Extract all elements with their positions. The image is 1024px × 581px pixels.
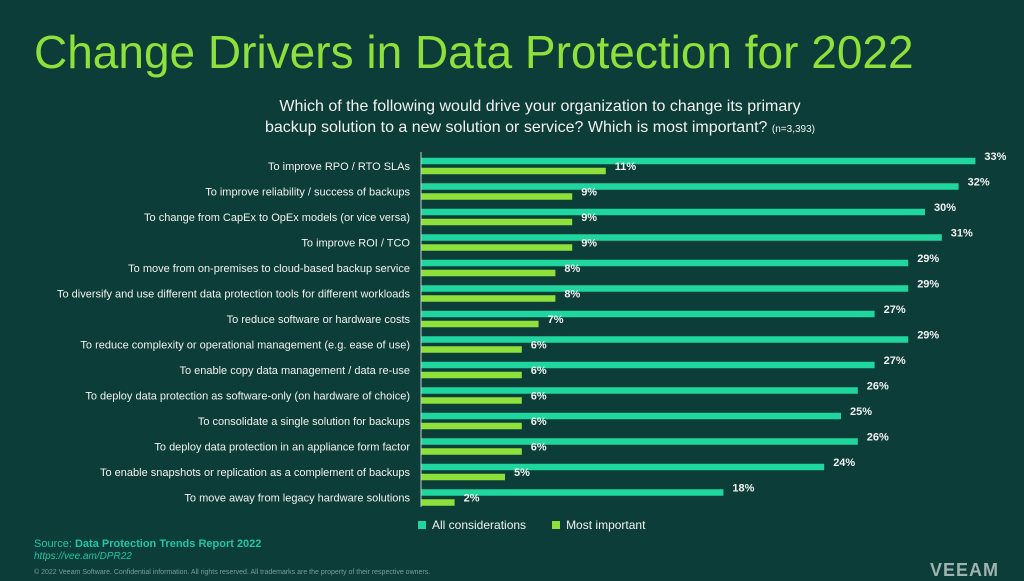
survey-question: Which of the following would drive your …: [230, 96, 850, 140]
data-label-most: 11%: [615, 161, 637, 173]
data-label-all: 33%: [984, 151, 1006, 163]
category-label: To consolidate a single solution for bac…: [198, 416, 411, 428]
legend: All considerations Most important: [418, 518, 645, 532]
bar-all-considerations: [421, 285, 909, 292]
bar-all-considerations: [421, 157, 976, 165]
category-label: To enable snapshots or replication as a …: [100, 467, 411, 479]
legend-swatch-all: [418, 521, 426, 529]
bar-most-important: [421, 371, 522, 379]
category-label: To move from on-premises to cloud-based …: [128, 263, 410, 275]
data-label-all: 25%: [850, 406, 872, 418]
category-label: To diversify and use different data prot…: [57, 289, 411, 301]
data-label-most: 8%: [564, 289, 580, 301]
legend-item-all: All considerations: [418, 518, 526, 532]
data-label-most: 6%: [531, 340, 547, 352]
bar-all-considerations: [421, 259, 909, 267]
data-label-all: 27%: [884, 355, 906, 367]
data-label-most: 6%: [531, 365, 547, 377]
bar-most-important: [421, 320, 539, 328]
bar-all-considerations: [421, 336, 909, 343]
data-label-all: 32%: [968, 177, 990, 189]
source-prefix: Source:: [34, 538, 75, 550]
bar-most-important: [421, 295, 556, 302]
data-label-all: 24%: [833, 457, 855, 469]
bar-most-important: [421, 269, 556, 277]
bar-most-important: [421, 193, 573, 200]
source-name[interactable]: Data Protection Trends Report 2022: [74, 538, 262, 550]
bar-all-considerations: [421, 463, 825, 471]
category-label: To improve ROI / TCO: [301, 238, 410, 250]
bar-all-considerations: [421, 412, 841, 420]
question-line-2: backup solution to a new solution or ser…: [230, 117, 850, 140]
copyright-text: © 2022 Veeam Software. Confidential info…: [34, 569, 431, 576]
bar-all-considerations: [421, 438, 858, 445]
bar-all-considerations: [421, 387, 858, 394]
category-label: To deploy data protection as software-on…: [85, 391, 410, 403]
category-label: To reduce complexity or operational mana…: [80, 340, 410, 352]
data-label-most: 9%: [581, 238, 597, 250]
bar-most-important: [421, 167, 606, 175]
category-label: To enable copy data management / data re…: [179, 365, 410, 377]
veeam-logo: VEEAM: [930, 560, 1000, 580]
data-label-most: 9%: [581, 212, 597, 224]
legend-swatch-most: [552, 521, 561, 529]
data-label-all: 29%: [917, 279, 939, 291]
data-label-most: 6%: [531, 416, 547, 428]
data-label-most: 2%: [464, 493, 480, 505]
category-label: To reduce software or hardware costs: [227, 314, 411, 326]
category-label: To improve RPO / RTO SLAs: [268, 161, 411, 173]
data-label-most: 8%: [564, 263, 580, 275]
bar-most-important: [421, 499, 455, 506]
category-label: To move away from legacy hardware soluti…: [184, 493, 410, 505]
page-title: Change Drivers in Data Protection for 20…: [34, 26, 914, 78]
bars-group: To improve RPO / RTO SLAs 33% 11% To improv…: [57, 151, 1007, 506]
legend-item-most: Most important: [552, 518, 645, 532]
bar-all-considerations: [421, 208, 925, 216]
bar-most-important: [421, 448, 522, 455]
legend-label-most: Most important: [566, 518, 646, 532]
data-label-most: 7%: [548, 314, 564, 326]
bar-most-important: [421, 218, 573, 226]
data-label-all: 27%: [884, 304, 906, 316]
data-label-most: 6%: [531, 442, 547, 454]
category-label: To improve reliability / success of back…: [205, 187, 410, 199]
data-label-all: 26%: [867, 381, 889, 393]
bar-most-important: [421, 346, 522, 353]
bar-all-considerations: [421, 183, 959, 190]
data-label-most: 9%: [581, 187, 597, 199]
question-line-2-text: backup solution to a new solution or ser…: [264, 119, 768, 136]
bar-all-considerations: [421, 489, 724, 496]
data-label-all: 30%: [934, 202, 956, 214]
bar-all-considerations: [421, 234, 942, 241]
category-label: To deploy data protection in an applianc…: [154, 442, 410, 454]
data-label-all: 18%: [732, 483, 754, 495]
bar-all-considerations: [421, 361, 875, 369]
category-label: To change from CapEx to OpEx models (or …: [144, 212, 410, 224]
source-url[interactable]: https://vee.am/DPR22: [34, 551, 132, 562]
data-label-all: 31%: [951, 228, 973, 240]
data-label-all: 26%: [867, 432, 889, 444]
bar-most-important: [421, 473, 505, 481]
bar-all-considerations: [421, 310, 875, 318]
data-label-most: 6%: [531, 391, 547, 403]
source-note: Source: Data Protection Trends Report 20…: [34, 538, 261, 550]
data-label-most: 5%: [514, 467, 530, 479]
legend-label-all: All considerations: [432, 518, 527, 532]
data-label-all: 29%: [917, 330, 939, 342]
sample-size: (n=3,393): [771, 124, 815, 135]
bar-most-important: [421, 422, 522, 430]
bar-most-important: [421, 244, 573, 251]
question-line-1: Which of the following would drive your …: [279, 98, 801, 115]
data-label-all: 29%: [917, 253, 939, 265]
bar-most-important: [421, 397, 522, 404]
